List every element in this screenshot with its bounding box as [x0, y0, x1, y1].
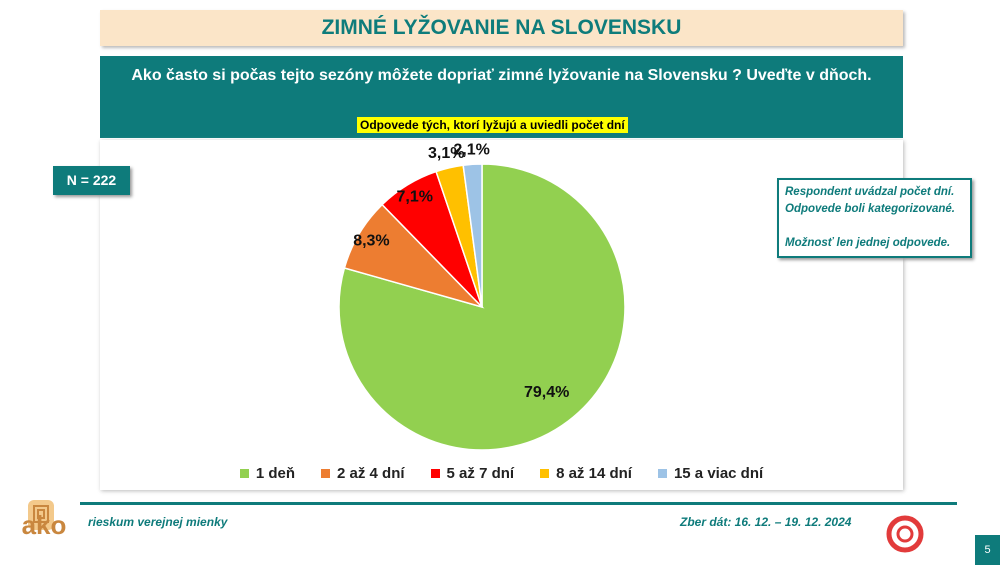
legend-swatch	[321, 469, 331, 478]
legend-item: 15 a viac dní	[657, 465, 764, 482]
footer-left: rieskum verejnej mienky	[88, 515, 228, 529]
legend-item: 2 až 4 dní	[321, 465, 405, 482]
page-number: 5	[975, 535, 1000, 565]
brand-logo	[886, 515, 924, 553]
legend-swatch	[239, 469, 249, 478]
note: Respondent uvádzal počet dní.	[785, 186, 955, 198]
note: Možnosť len jednej odpovede.	[785, 237, 951, 249]
slide-title: ZIMNÉ LYŽOVANIE NA SLOVENSKU	[100, 10, 903, 46]
pie-slice	[338, 163, 626, 451]
data-label: 3,1%	[428, 145, 464, 162]
data-label: 2,1%	[453, 141, 489, 158]
legend: 1 deň 2 až 4 dní 5 až 7 dní 8 až 14 dní 15 a…	[100, 465, 903, 482]
legend-label: 5 až 7 dní	[446, 465, 515, 482]
legend-label: 15 a viac dní	[673, 465, 764, 482]
filter-note: Odpovede tých, ktorí lyžujú a uviedli po…	[357, 117, 628, 133]
pie-slice	[462, 163, 483, 308]
legend-swatch	[430, 469, 440, 478]
footer-rule	[80, 502, 957, 505]
legend-label: 2 až 4 dní	[337, 465, 405, 482]
logo: ako	[21, 510, 67, 540]
notes-box: Respondent uvádzal počet dní. Odpovede b…	[777, 178, 972, 258]
legend-item: 8 až 14 dní	[540, 465, 632, 482]
legend-item: 1 deň	[239, 465, 296, 482]
data-label: 7,1%	[397, 188, 433, 205]
legend-swatch	[540, 469, 550, 478]
sample-size: N = 222	[53, 166, 130, 195]
data-label: 79,4%	[524, 384, 569, 401]
legend-item: 5 až 7 dní	[430, 465, 515, 482]
question: Ako často si počas tejto sezóny môžete d…	[131, 67, 872, 84]
data-label: 8,3%	[353, 232, 389, 249]
logo-icon	[28, 500, 54, 530]
note: Odpovede boli kategorizované.	[785, 203, 955, 215]
legend-label: 8 až 14 dní	[556, 465, 632, 482]
footer-right: Zber dát: 16. 12. – 19. 12. 2024	[680, 515, 852, 529]
legend-swatch	[657, 469, 667, 478]
legend-label: 1 deň	[255, 465, 296, 482]
